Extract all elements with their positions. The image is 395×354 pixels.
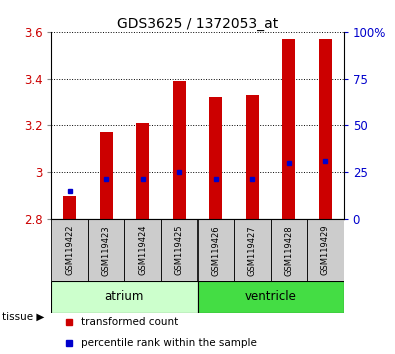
Bar — [209, 97, 222, 219]
Bar — [51, 281, 198, 313]
Text: GSM119424: GSM119424 — [138, 225, 147, 275]
Bar — [198, 219, 234, 281]
Text: transformed count: transformed count — [81, 317, 178, 327]
Bar — [198, 281, 344, 313]
Text: GSM119423: GSM119423 — [102, 225, 111, 275]
Text: GSM119426: GSM119426 — [211, 225, 220, 275]
Text: atrium: atrium — [105, 291, 144, 303]
Text: ventricle: ventricle — [245, 291, 297, 303]
Text: GSM119429: GSM119429 — [321, 225, 330, 275]
Bar — [246, 95, 259, 219]
Text: GSM119428: GSM119428 — [284, 225, 293, 275]
Bar — [307, 219, 344, 281]
Bar — [136, 123, 149, 219]
Bar — [234, 219, 271, 281]
Text: tissue ▶: tissue ▶ — [2, 312, 44, 322]
Bar — [51, 219, 88, 281]
Bar — [173, 81, 186, 219]
Bar — [100, 132, 113, 219]
Text: GSM119425: GSM119425 — [175, 225, 184, 275]
Bar — [161, 219, 198, 281]
Bar — [63, 196, 76, 219]
Title: GDS3625 / 1372053_at: GDS3625 / 1372053_at — [117, 17, 278, 31]
Bar — [319, 39, 332, 219]
Bar — [282, 39, 295, 219]
Text: GSM119427: GSM119427 — [248, 225, 257, 275]
Text: percentile rank within the sample: percentile rank within the sample — [81, 338, 256, 348]
Text: GSM119422: GSM119422 — [65, 225, 74, 275]
Bar — [124, 219, 161, 281]
Bar — [271, 219, 307, 281]
Bar — [88, 219, 124, 281]
